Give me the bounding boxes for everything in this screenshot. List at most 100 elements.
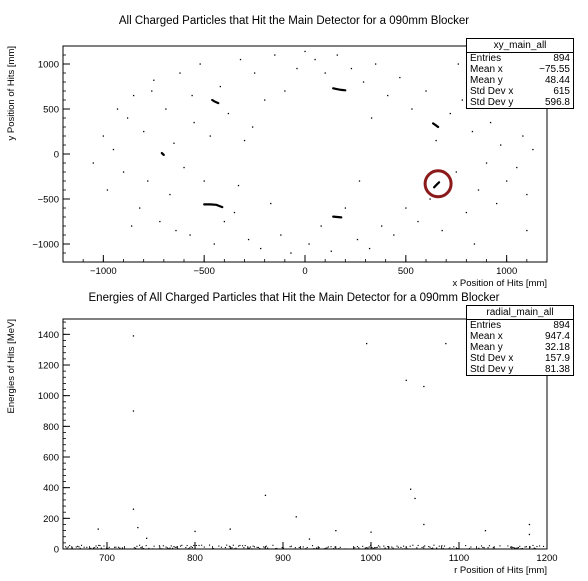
baseline-point <box>107 548 109 550</box>
data-point <box>330 250 332 252</box>
hit-cluster <box>432 122 440 129</box>
baseline-point <box>119 547 121 549</box>
baseline-point <box>169 547 171 549</box>
baseline-point <box>251 548 253 550</box>
baseline-point <box>492 547 494 549</box>
data-point <box>97 528 99 530</box>
baseline-point <box>79 547 81 549</box>
x-tick-label: 900 <box>275 553 291 564</box>
baseline-point <box>95 545 97 547</box>
baseline-point <box>325 547 327 549</box>
data-point <box>417 220 419 223</box>
data-point <box>126 117 129 119</box>
data-point <box>455 171 457 173</box>
data-point <box>445 342 447 345</box>
baseline-point <box>162 545 164 547</box>
baseline-point <box>443 545 446 547</box>
y-tick-label: 1400 <box>38 330 59 341</box>
y-axis-title: y Position of Hits [mm] <box>6 46 17 141</box>
baseline-point <box>253 546 255 548</box>
stats-box-xy-name: xy_main_all <box>467 39 573 53</box>
stats-value: −75.55 <box>539 64 570 75</box>
x-tick-label: 700 <box>99 553 115 564</box>
data-point <box>465 211 468 214</box>
data-point <box>362 81 365 83</box>
data-point <box>189 234 191 236</box>
baseline-point <box>276 547 278 549</box>
data-point <box>153 79 155 81</box>
data-point <box>219 85 221 88</box>
baseline-point <box>212 548 215 550</box>
baseline-point <box>143 548 145 550</box>
baseline-point <box>451 548 453 550</box>
data-point <box>471 130 474 133</box>
baseline-point <box>535 548 537 550</box>
data-point <box>199 63 201 65</box>
stats-box-radial: radial_main_all Entries 894 Mean x 947.4 M… <box>466 305 574 376</box>
x-tick-label: 0 <box>302 266 307 277</box>
data-point <box>102 135 105 137</box>
stats-label: Std Dev x <box>470 353 514 364</box>
data-point <box>314 58 316 61</box>
baseline-point <box>181 544 183 546</box>
baseline-point <box>330 546 332 548</box>
baseline-point <box>235 547 237 549</box>
baseline-point <box>442 547 444 549</box>
baseline-point <box>99 545 101 547</box>
baseline-point <box>338 548 340 550</box>
data-point <box>423 523 425 526</box>
baseline-point <box>416 547 418 549</box>
baseline-point <box>294 547 296 549</box>
chart-1-title: All Charged Particles that Hit the Main … <box>118 15 470 27</box>
baseline-point <box>384 547 386 549</box>
baseline-point <box>256 546 258 548</box>
data-point <box>528 533 531 536</box>
stats-label: Mean y <box>470 342 503 353</box>
data-point <box>320 225 322 227</box>
baseline-point <box>231 547 233 549</box>
highlight-circle <box>423 169 453 199</box>
baseline-point <box>108 546 110 548</box>
baseline-point <box>136 545 138 547</box>
data-point <box>528 523 531 526</box>
data-point <box>473 243 476 245</box>
baseline-point <box>536 545 538 548</box>
baseline-point <box>525 546 527 548</box>
stats-row: Mean x −75.55 <box>467 64 573 75</box>
data-point <box>370 117 373 119</box>
data-point <box>526 193 528 196</box>
data-point <box>223 220 226 223</box>
baseline-point <box>356 545 358 548</box>
baseline-point <box>249 546 252 548</box>
baseline-point <box>441 545 443 547</box>
baseline-point <box>306 546 308 549</box>
baseline-point <box>230 547 232 549</box>
stats-label: Entries <box>470 53 502 64</box>
baseline-point <box>364 547 366 549</box>
baseline-point <box>409 545 411 547</box>
stats-label: Std Dev y <box>470 97 514 108</box>
stats-row: Std Dev y 596.8 <box>467 97 573 108</box>
data-point <box>264 99 266 101</box>
baseline-point <box>334 546 336 548</box>
baseline-point <box>499 545 501 547</box>
data-point <box>324 72 326 74</box>
baseline-point <box>98 544 100 546</box>
data-point <box>399 76 401 79</box>
baseline-point <box>377 545 380 547</box>
baseline-point <box>176 546 178 548</box>
baseline-point <box>263 546 265 548</box>
data-point <box>209 135 211 137</box>
baseline-point <box>195 544 197 547</box>
baseline-point <box>335 548 337 550</box>
baseline-point <box>145 545 147 547</box>
y-tick-label: 200 <box>43 514 59 525</box>
baseline-point <box>318 547 320 549</box>
stats-value: 81.38 <box>544 364 570 375</box>
y-tick-label: 500 <box>43 105 59 116</box>
baseline-point <box>397 546 399 548</box>
data-point <box>179 72 181 74</box>
baseline-point <box>405 546 407 548</box>
data-point <box>425 90 427 92</box>
data-point <box>122 171 125 173</box>
